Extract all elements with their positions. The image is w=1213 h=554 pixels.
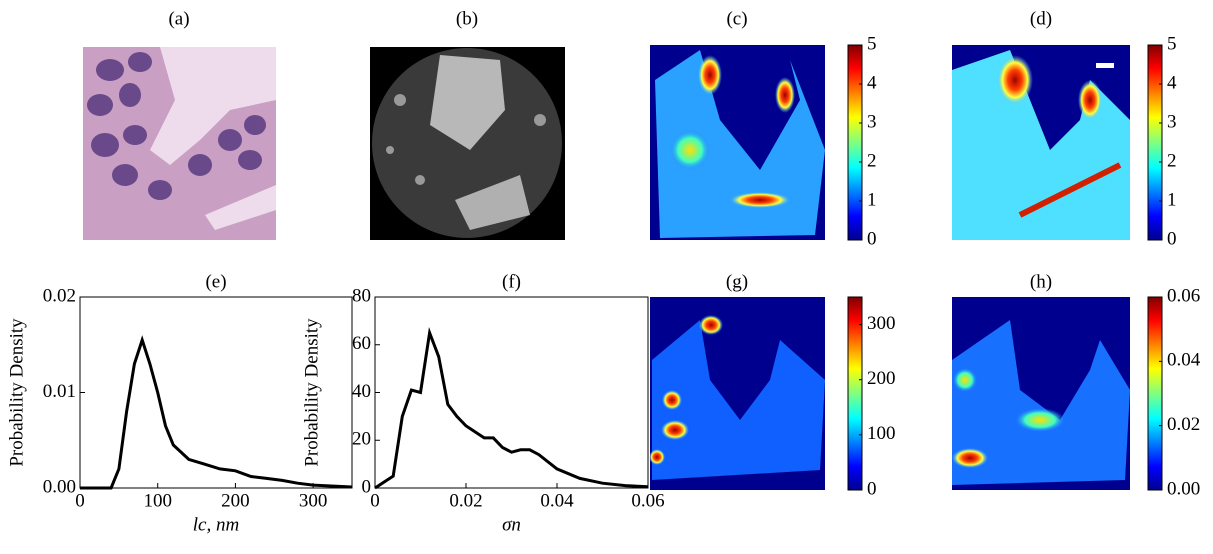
colorbar-tick-label: 0.06 [1167, 285, 1200, 306]
colorbar-tick-label: 0 [867, 228, 877, 249]
y-tick-label: 0.01 [43, 381, 76, 402]
x-tick-label: 300 [299, 490, 328, 511]
map-g [649, 297, 825, 490]
colorbar-tick-label: 300 [867, 313, 896, 334]
chart-title: (e) [205, 271, 226, 292]
panel-label: (h) [1030, 271, 1052, 292]
panel-label: (a) [168, 8, 189, 29]
chart-title: (f) [502, 271, 521, 292]
data-line [374, 326, 649, 490]
colorbar-tick-label: 0 [867, 478, 877, 499]
y-tick-label: 0.02 [43, 285, 76, 306]
colorbar-tick-label: 1 [867, 189, 877, 210]
x-tick-label: 200 [221, 490, 250, 511]
x-tick-label: 0 [75, 490, 85, 511]
histology-image [83, 47, 276, 240]
panel-label: (b) [456, 8, 478, 29]
colorbar-tick-label: 0 [1167, 228, 1177, 249]
colorbar-tick-label: 2 [867, 150, 877, 171]
colorbar-tick-label: 0.04 [1167, 350, 1201, 371]
colorbar-tick-label: 3 [1167, 111, 1177, 132]
map-h [952, 297, 1130, 490]
colorbar-tick-label: 200 [867, 368, 896, 389]
map-c [650, 45, 825, 240]
panel-label: (g) [726, 271, 748, 292]
y-tick-label: 20 [352, 429, 371, 450]
y-axis-label: Probability Density [301, 318, 322, 467]
x-tick-label: 0.02 [449, 490, 482, 511]
x-axis-label: lc, nm [193, 514, 239, 535]
colorbar [847, 296, 863, 491]
x-axis-label: σn [502, 514, 521, 535]
colorbar [1147, 44, 1163, 241]
y-tick-label: 60 [352, 333, 371, 354]
colorbar-tick-label: 100 [867, 423, 896, 444]
y-axis-label: Probability Density [6, 318, 27, 467]
colorbar-tick-label: 3 [867, 111, 877, 132]
x-tick-label: 0.04 [540, 490, 574, 511]
y-tick-label: 80 [352, 285, 371, 306]
colorbar-tick-label: 5 [1167, 33, 1177, 54]
colorbar-tick-label: 4 [1167, 72, 1177, 93]
colorbar-tick-label: 0.00 [1167, 478, 1200, 499]
colorbar [847, 44, 863, 241]
colorbar-tick-label: 5 [867, 33, 877, 54]
microscopy-image [370, 47, 565, 240]
data-line [80, 335, 353, 490]
map-d [952, 45, 1130, 240]
panel-label: (d) [1030, 8, 1052, 29]
x-tick-label: 100 [143, 490, 172, 511]
panel-label: (c) [726, 8, 747, 29]
colorbar-tick-label: 0.02 [1167, 414, 1200, 435]
y-tick-label: 40 [352, 381, 371, 402]
colorbar-tick-label: 4 [867, 72, 877, 93]
y-tick-label: 0 [362, 476, 372, 497]
colorbar-tick-label: 1 [1167, 189, 1177, 210]
colorbar [1147, 296, 1163, 491]
y-tick-label: 0.00 [43, 476, 76, 497]
x-tick-label: 0 [370, 490, 380, 511]
colorbar-tick-label: 2 [1167, 150, 1177, 171]
x-tick-label: 0.06 [631, 490, 664, 511]
